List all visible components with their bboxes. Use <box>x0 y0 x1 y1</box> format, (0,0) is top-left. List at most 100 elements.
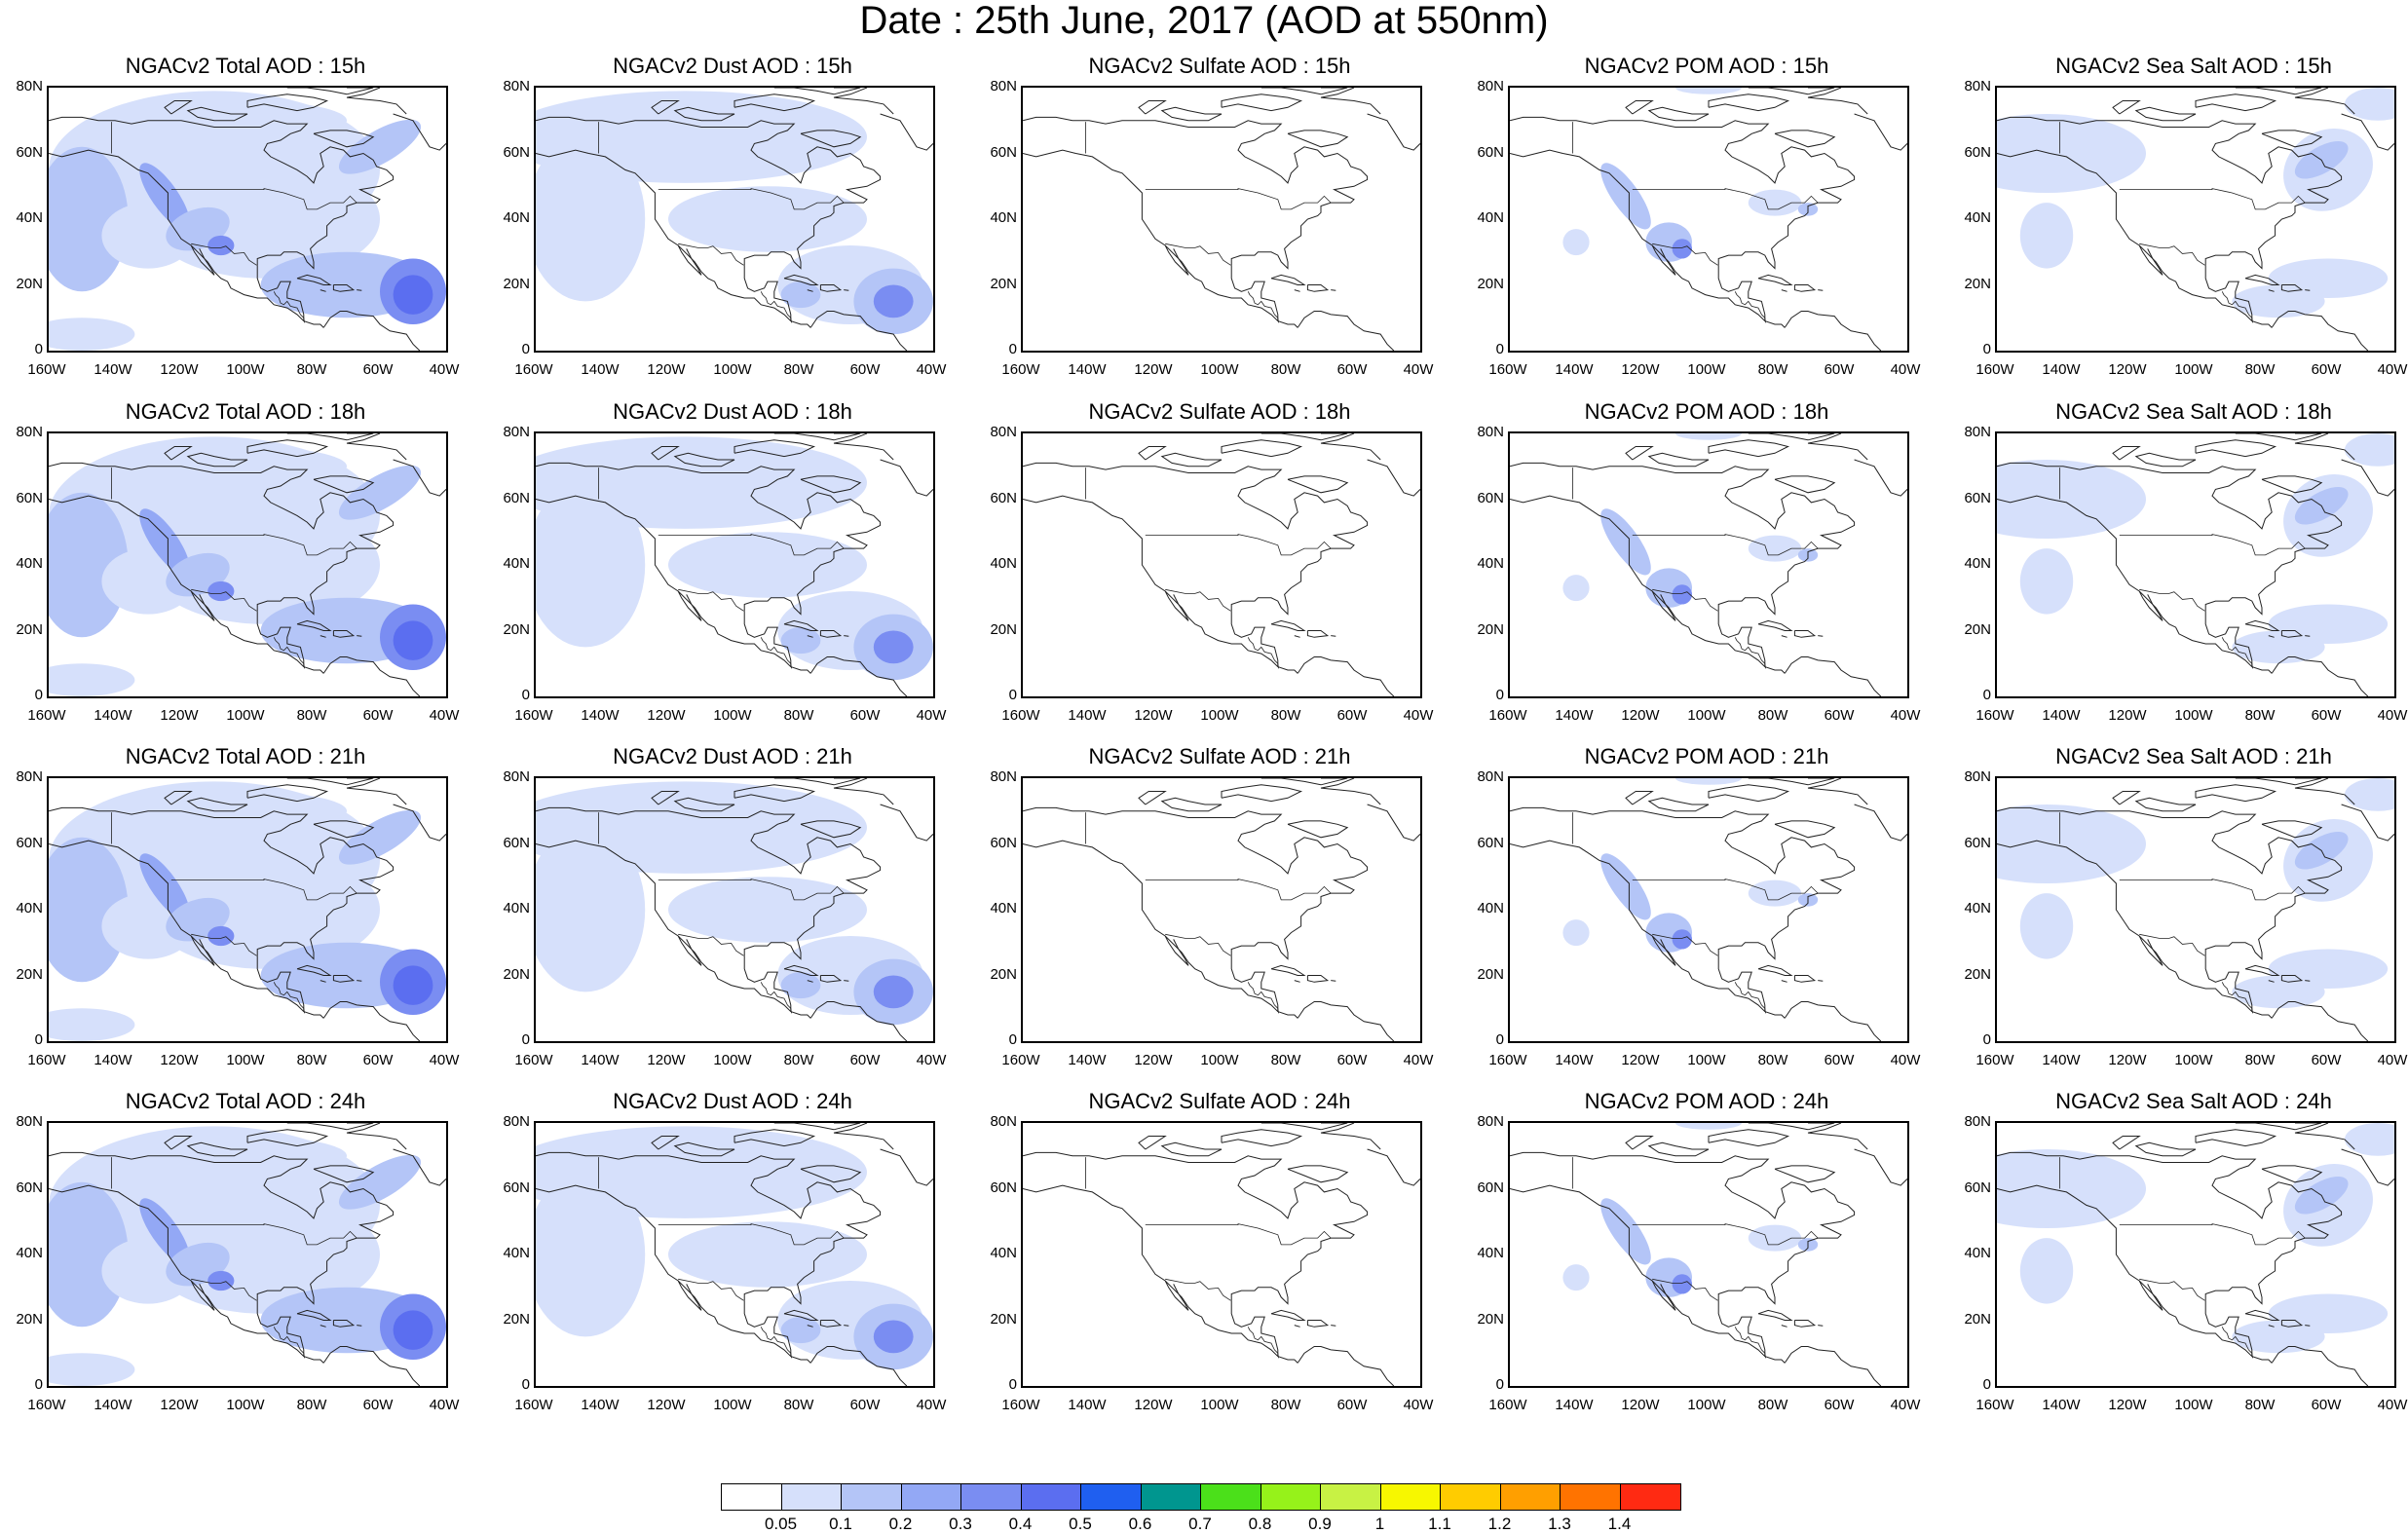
lat-tick-label: 0 <box>1495 341 1504 357</box>
aod-plume <box>1675 88 1742 94</box>
panel-title: NGACv2 POM AOD : 15h <box>1584 54 1829 78</box>
lon-tick-label: 120W <box>1621 361 1660 378</box>
country-border <box>1632 879 1819 901</box>
country-border <box>1247 982 1279 1014</box>
coastline <box>651 446 680 461</box>
coastline <box>49 840 324 1019</box>
country-border <box>658 1223 845 1246</box>
coastline <box>49 1151 395 1305</box>
aod-plume <box>1562 1264 1590 1291</box>
coastline <box>313 1165 375 1183</box>
coastline <box>1023 116 1369 270</box>
coastline <box>1287 475 1349 494</box>
coastline <box>673 452 735 468</box>
coastline <box>1625 100 1654 115</box>
coastline <box>2204 611 2253 667</box>
coastline <box>536 806 882 960</box>
coastline <box>1757 1309 1793 1321</box>
coastline <box>2235 778 2322 786</box>
lon-tick-label: 100W <box>226 1052 265 1068</box>
lon-tick-label: 140W <box>1068 1397 1107 1413</box>
lon-tick-label: 100W <box>226 1397 265 1413</box>
lon-tick-label: 140W <box>1068 1052 1107 1068</box>
lon-tick-label: 80W <box>296 1397 327 1413</box>
coastline <box>246 94 329 112</box>
country-border <box>658 534 845 556</box>
country-border <box>760 291 792 323</box>
lon-tick-label: 60W <box>362 1397 394 1413</box>
coastline <box>1510 495 1786 674</box>
colorbar-label: 0.8 <box>1248 1515 1272 1533</box>
lon-tick-label: 80W <box>296 1052 327 1068</box>
lat-tick-label: 80N <box>16 424 43 440</box>
lat-tick-label: 20N <box>16 1310 43 1328</box>
coastline <box>1807 778 1868 805</box>
lat-tick-label: 0 <box>1495 1376 1504 1393</box>
lon-tick-label: 80W <box>2244 1397 2276 1413</box>
coastline <box>880 804 933 842</box>
coastline <box>809 1346 908 1386</box>
aod-plume <box>1748 1224 1802 1252</box>
coastline <box>1306 630 1330 638</box>
coastline <box>1138 446 1167 461</box>
colorbar-label: 0.5 <box>1069 1515 1092 1533</box>
coastline <box>734 94 816 112</box>
coastline <box>286 1123 374 1131</box>
lat-tick-label: 20N <box>503 965 530 983</box>
coastline <box>1651 590 1676 621</box>
aod-plume <box>2345 433 2394 467</box>
lon-tick-label: 60W <box>2311 361 2342 378</box>
coastline <box>819 975 843 983</box>
lon-tick-label: 160W <box>1975 1397 2014 1413</box>
coastline <box>1023 462 1369 616</box>
coastline <box>2195 784 2277 803</box>
coastline <box>2294 433 2355 461</box>
coastline <box>2271 1346 2369 1386</box>
lon-tick-label: 40W <box>1890 1397 1921 1413</box>
coastline <box>1510 806 1856 960</box>
lon-tick-label: 100W <box>226 707 265 724</box>
lon-tick-label: 80W <box>1757 1052 1788 1068</box>
country-border <box>2221 1327 2253 1359</box>
lat-tick-label: 60N <box>990 1179 1017 1196</box>
aod-plume <box>873 1320 914 1354</box>
coastline <box>1160 452 1223 468</box>
aod-plume <box>1600 1198 1651 1265</box>
map-panel: NGACv2 Dust AOD : 18h <box>534 398 982 730</box>
aod-map <box>49 88 446 351</box>
lon-tick-label: 100W <box>1687 1397 1726 1413</box>
coastline <box>800 820 862 839</box>
lon-tick-label: 60W <box>1824 361 1855 378</box>
country-border <box>1632 188 1819 210</box>
lon-tick-label: 80W <box>1757 361 1788 378</box>
aod-plume <box>49 837 129 983</box>
coastline <box>1793 1320 1817 1328</box>
lon-tick-label: 140W <box>94 1052 132 1068</box>
aod-plume <box>1675 778 1742 785</box>
coastline <box>1160 1141 1223 1157</box>
colorbar-label: 1.3 <box>1548 1515 1571 1533</box>
lon-tick-label: 60W <box>1336 1397 1368 1413</box>
coastline <box>2280 975 2304 983</box>
coastline <box>1221 1129 1303 1147</box>
coastline <box>880 1148 933 1186</box>
coastline <box>2261 475 2323 494</box>
lat-tick-label: 40N <box>990 209 1017 226</box>
lon-tick-label: 40W <box>2377 1397 2408 1413</box>
coastline <box>1748 778 1835 786</box>
coastline <box>1510 840 1786 1019</box>
lon-tick-label: 160W <box>514 1397 553 1413</box>
coastline <box>2268 1325 2275 1328</box>
coastline <box>2268 289 2275 292</box>
lon-tick-label: 140W <box>1555 1397 1594 1413</box>
aod-map <box>536 1123 933 1386</box>
coastline <box>164 791 193 805</box>
aod-plume <box>1600 853 1651 920</box>
coastline <box>819 630 843 638</box>
lat-tick-label: 0 <box>1982 687 1991 703</box>
coastline <box>1647 452 1710 468</box>
map-panel: NGACv2 Sulfate AOD : 21h <box>1021 743 1469 1074</box>
country-border <box>191 588 257 612</box>
country-border <box>191 933 257 956</box>
coastline <box>1294 1325 1300 1328</box>
